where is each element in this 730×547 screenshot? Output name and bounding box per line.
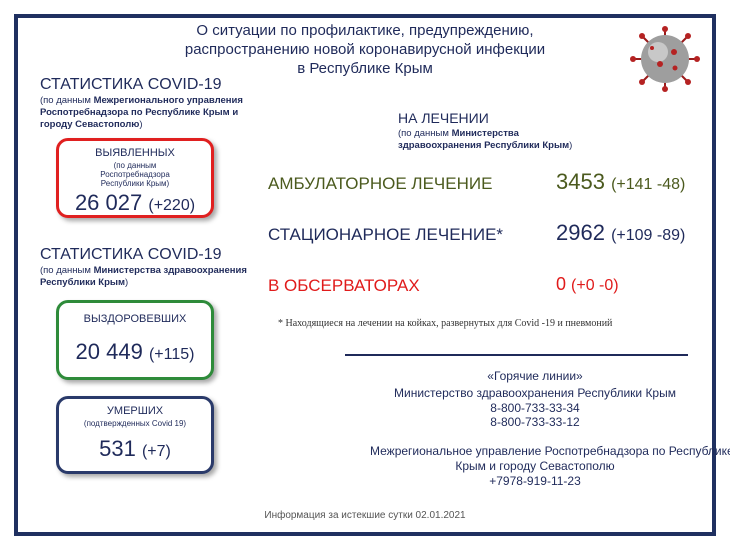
box-value: 531 (+7): [59, 436, 211, 462]
change: (+0 -0): [571, 277, 619, 294]
value: 3453: [556, 169, 605, 194]
value: 20 449: [75, 339, 143, 364]
detected-box: ВЫЯВЛЕННЫХ (по данным Роспотребнадзора Р…: [56, 138, 214, 218]
title-line: в Республике Крым: [297, 60, 433, 77]
title-line: распространению новой коронавирусной инф…: [184, 41, 546, 58]
value: 26 027: [74, 190, 143, 215]
divider: [345, 354, 688, 356]
source-body: Министерства здравоохранения Республики …: [398, 128, 570, 151]
source-suffix: ): [125, 277, 129, 288]
source-note: (по данным Межрегионального управления Р…: [40, 95, 250, 131]
row-label: АМБУЛАТОРНОЕ ЛЕЧЕНИЕ: [268, 174, 493, 193]
box-label: ВЫЯВЛЕННЫХ: [95, 147, 175, 159]
frame: [14, 14, 716, 536]
box-note: (подтвержденных Covid 19): [83, 419, 187, 428]
hotline: Крым и городу Севастополю: [455, 459, 615, 473]
section-heading: СТАТИСТИКА COVID-19: [40, 246, 222, 263]
row-label: В ОБСЕРВАТОРАХ: [268, 276, 420, 295]
change: (+220): [148, 197, 196, 214]
row-value: 2962 (+109 -89): [556, 220, 685, 246]
hotline: Министерство здравоохранения Республики …: [394, 386, 676, 400]
change: (+7): [141, 443, 171, 460]
virus-icon: [630, 26, 700, 92]
box-note: (по данным Роспотребнадзора Республики К…: [100, 161, 170, 188]
source-note: (по данным Министерства здравоохранения …: [40, 265, 250, 289]
row-value: 3453 (+141 -48): [556, 169, 685, 195]
section-heading: СТАТИСТИКА COVID-19: [40, 76, 222, 93]
source-suffix: ): [569, 140, 573, 151]
source-prefix: (по данным: [398, 128, 449, 139]
title-line: О ситуации по профилактике, предупрежден…: [196, 22, 534, 39]
footer: Информация за истекшие сутки 02.01.2021: [264, 510, 466, 521]
change: (+141 -48): [611, 176, 686, 193]
row-value: 0 (+0 -0): [556, 274, 619, 295]
source-body: Министерства здравоохранения Республики …: [40, 265, 247, 288]
source-body: Межрегионального управления Роспотребнад…: [40, 95, 243, 130]
change: (+109 -89): [611, 227, 686, 244]
deaths-box: УМЕРШИХ (подтвержденных Covid 19) 531 (+…: [56, 396, 214, 474]
hotline: Межрегиональное управление Роспотребнадз…: [370, 444, 730, 458]
value: 531: [99, 436, 136, 461]
treatment-heading: НА ЛЕЧЕНИИ: [398, 110, 489, 126]
box-label: ВЫЗДОРОВЕВШИХ: [83, 313, 187, 325]
box-value: 26 027 (+220): [59, 190, 211, 216]
hotlines-title: «Горячие линии»: [487, 369, 583, 383]
source-prefix: (по данным: [40, 265, 91, 276]
footnote: * Находящиеся на лечении на койках, разв…: [278, 318, 613, 329]
value: 0: [556, 274, 567, 294]
box-value: 20 449 (+115): [59, 339, 211, 365]
change: (+115): [148, 346, 195, 363]
hotline: +7978-919-11-23: [489, 474, 581, 488]
hotline: 8-800-733-33-12: [490, 415, 580, 429]
source-note: (по данным Министерства здравоохранения …: [398, 128, 598, 152]
row-label: СТАЦИОНАРНОЕ ЛЕЧЕНИЕ*: [268, 225, 504, 244]
value: 2962: [556, 220, 605, 245]
source-suffix: ): [139, 119, 143, 130]
source-prefix: (по данным: [40, 95, 91, 106]
box-label: УМЕРШИХ: [106, 405, 164, 417]
recovered-box: ВЫЗДОРОВЕВШИХ 20 449 (+115): [56, 300, 214, 380]
hotline: 8-800-733-33-34: [490, 401, 580, 415]
